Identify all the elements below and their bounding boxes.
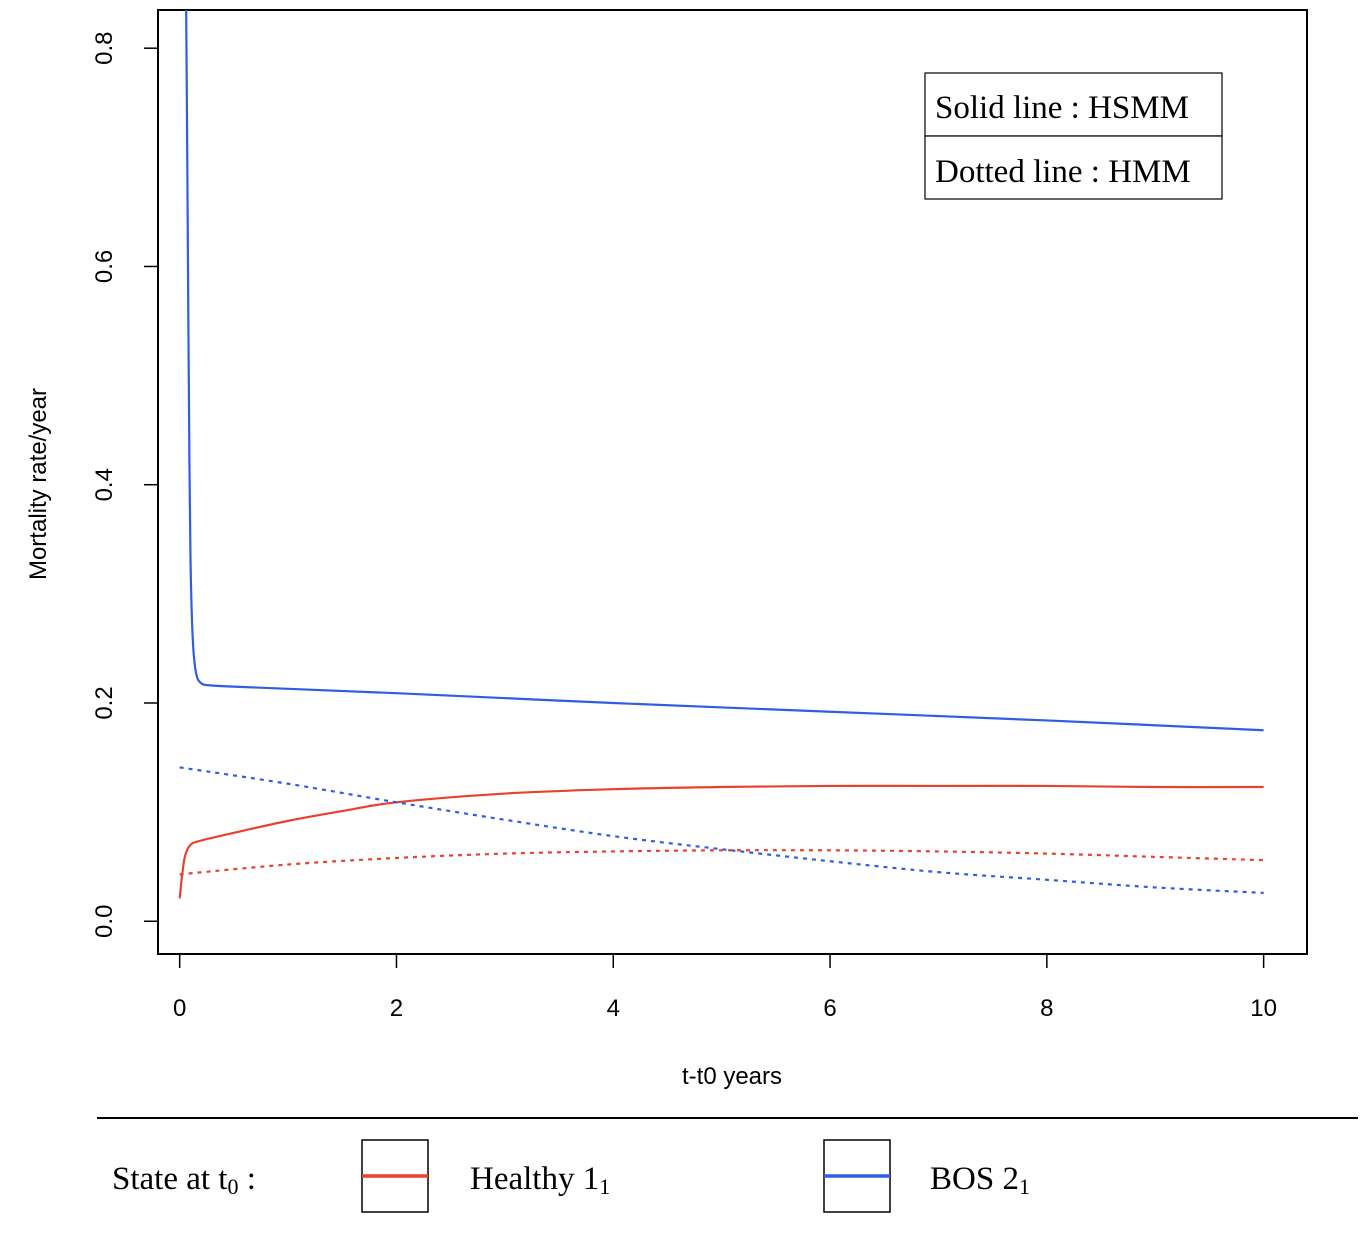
state-legend-title: State at t0 : xyxy=(112,1161,256,1199)
x-tick-label: 8 xyxy=(1040,995,1053,1022)
model-legend: Solid line : HSMM Dotted line : HMM xyxy=(924,72,1223,200)
legend-label-healthy-sub: 1 xyxy=(599,1174,610,1199)
x-tick-label: 4 xyxy=(607,995,620,1022)
legend-label-healthy-main: Healthy 1 xyxy=(470,1161,599,1197)
legend-label-bos-main: BOS 2 xyxy=(930,1161,1019,1197)
x-axis-label: t-t0 years xyxy=(682,1063,782,1090)
series-line-bos-hsmm xyxy=(185,10,1264,732)
x-tick-label: 2 xyxy=(390,995,403,1022)
model-legend-box-1 xyxy=(924,72,1223,137)
y-tick-label: 0.0 xyxy=(91,905,118,938)
series-line-healthy-hsmm xyxy=(178,784,1264,899)
series-line-healthy-hmm xyxy=(179,849,1264,876)
y-axis-label: Mortality rate/year xyxy=(25,388,52,580)
y-tick-label: 0.8 xyxy=(91,32,118,65)
y-axis: 0.0 0.2 0.4 0.6 0.8 xyxy=(91,32,159,938)
state-legend-title-suffix: : xyxy=(238,1161,255,1197)
x-axis: 0 2 4 6 8 10 xyxy=(173,953,1277,1022)
model-legend-dotted: Dotted line : HMM xyxy=(935,154,1191,190)
y-tick-label: 0.6 xyxy=(91,250,118,283)
model-legend-solid: Solid line : HSMM xyxy=(935,90,1189,126)
state-legend-title-sub: 0 xyxy=(227,1174,238,1199)
legend-label-healthy: Healthy 11 xyxy=(470,1161,610,1199)
y-tick-label: 0.2 xyxy=(91,686,118,719)
y-tick-label: 0.4 xyxy=(91,468,118,501)
series-group xyxy=(178,10,1264,899)
x-tick-label: 0 xyxy=(173,995,186,1022)
legend-label-bos-sub: 1 xyxy=(1019,1174,1030,1199)
model-legend-box-2 xyxy=(924,135,1223,200)
legend-label-bos: BOS 21 xyxy=(930,1161,1030,1199)
x-tick-label: 6 xyxy=(823,995,836,1022)
state-legend: State at t0 : Healthy 11 BOS 21 xyxy=(112,1139,1030,1213)
x-tick-label: 10 xyxy=(1250,995,1277,1022)
state-legend-title-main: State at t xyxy=(112,1161,227,1197)
